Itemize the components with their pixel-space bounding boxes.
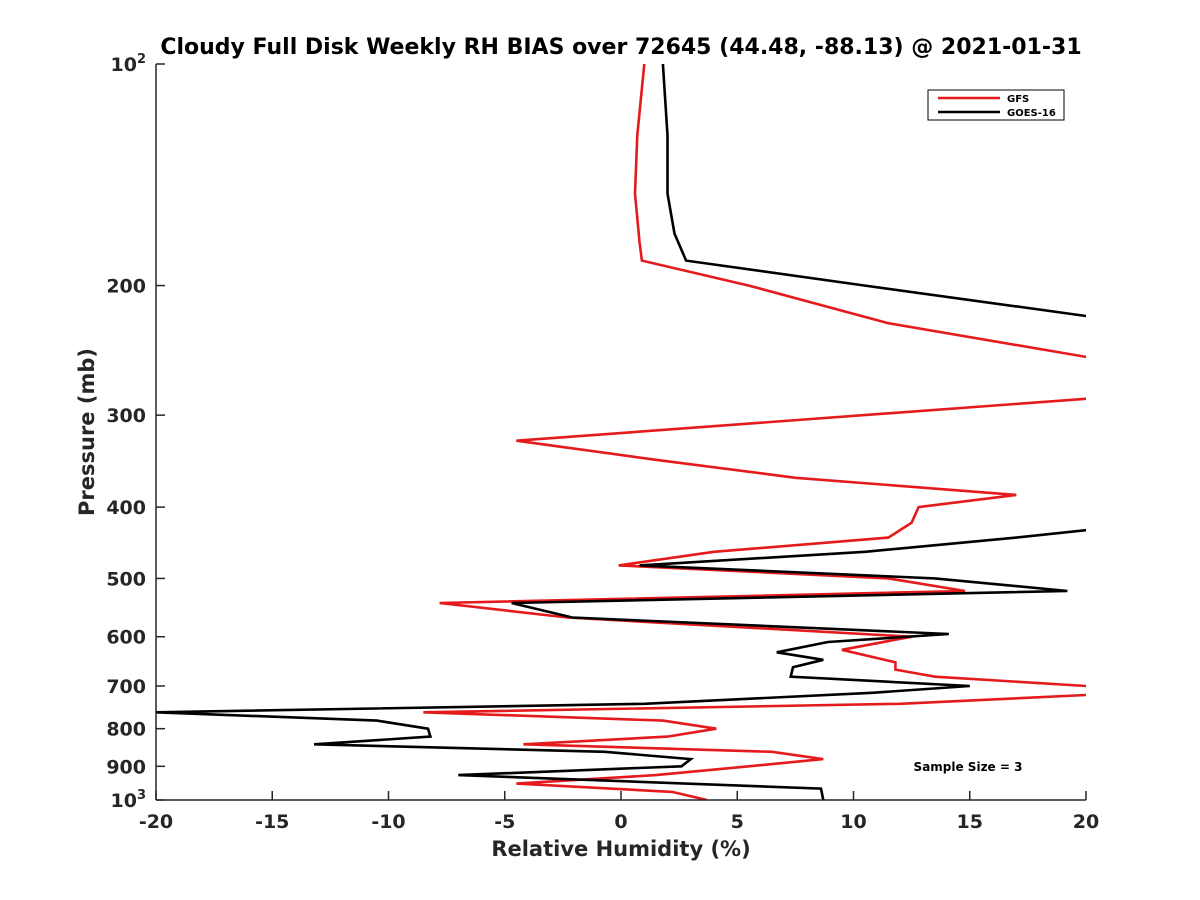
x-tick-label: 0 (614, 811, 627, 833)
x-tick-label: 15 (957, 811, 983, 833)
y-axis-title: Pressure (mb) (75, 348, 99, 516)
x-tick-label: 10 (840, 811, 866, 833)
y-tick-label: 103 (111, 788, 147, 812)
y-tick-label: 300 (106, 405, 146, 427)
legend-label-gfs: GFS (1007, 94, 1029, 105)
x-axis-ticks: -20 -15 -10 -5 0 5 10 15 20 (139, 791, 1099, 833)
series-line-gfs (423, 64, 1086, 800)
x-tick-label: -10 (371, 811, 405, 833)
series-layer (156, 64, 1086, 800)
chart-title: Cloudy Full Disk Weekly RH BIAS over 726… (160, 35, 1081, 60)
y-tick-label: 800 (106, 719, 146, 741)
y-tick-label: 600 (106, 627, 146, 649)
x-tick-label: -15 (255, 811, 289, 833)
legend: GFS GOES-16 (927, 89, 1065, 121)
legend-box (927, 89, 1065, 121)
x-tick-label: 5 (731, 811, 744, 833)
legend-label-goes-16: GOES-16 (1007, 108, 1056, 119)
x-tick-label: 20 (1073, 811, 1099, 833)
y-tick-label: 500 (106, 568, 146, 590)
y-tick-label: 200 (106, 276, 146, 298)
series-line-goes-16 (156, 64, 1086, 800)
y-axis-ticks: 102 200 300 400 500 600 700 800 900 103 (106, 52, 165, 812)
x-tick-label: -5 (494, 811, 515, 833)
x-axis-title: Relative Humidity (%) (491, 837, 750, 861)
y-tick-label: 400 (106, 497, 146, 519)
x-tick-label: -20 (139, 811, 173, 833)
y-tick-label: 102 (111, 52, 147, 76)
y-tick-label: 700 (106, 676, 146, 698)
y-tick-label: 900 (106, 756, 146, 778)
sample-size-annotation: Sample Size = 3 (914, 760, 1023, 774)
